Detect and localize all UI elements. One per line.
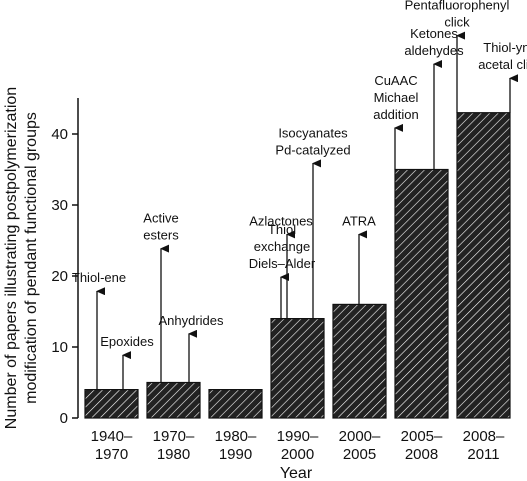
x-tick-label-line-1: 1980–	[215, 428, 257, 445]
x-tick-label-line-2: 1980	[157, 446, 190, 463]
bar-20052008	[394, 168, 449, 419]
annotation-label: Azlactones	[249, 213, 313, 228]
annotation-label: Active	[143, 211, 178, 226]
annotation-label: Thiol	[268, 222, 296, 237]
y-tick-label: 10	[51, 339, 68, 356]
annotation-label: Thiol-yne	[483, 40, 527, 55]
bar-19902000	[270, 318, 325, 419]
bar-20002005	[332, 303, 387, 419]
y-axis-label-line-1: Number of papers illustrating postpolyme…	[3, 87, 20, 429]
annotation-label: Epoxides	[100, 334, 154, 349]
x-axis-label: Year	[280, 465, 313, 481]
annotation-label: esters	[143, 228, 179, 243]
y-tick-label: 30	[51, 197, 68, 214]
annotation-label: Isocyanates	[278, 125, 348, 140]
x-tick-label-line-2: 2008	[405, 446, 438, 463]
bar-group	[84, 112, 511, 419]
x-tick-label-line-2: 2005	[343, 446, 376, 463]
x-tick-label-line-2: 1970	[95, 446, 128, 463]
x-tick-label-line-2: 2011	[467, 446, 499, 463]
annotation-label: Anhydrides	[158, 313, 224, 328]
bar-19801990	[208, 389, 263, 419]
x-tick-label-line-1: 2000–	[339, 428, 381, 445]
annotation-label: acetal click	[478, 57, 527, 72]
y-axis-label-line-2: modification of pendant functional group…	[23, 112, 40, 404]
annotation-label: CuAAC	[374, 73, 417, 88]
annotation-label: Ketones	[410, 26, 458, 41]
y-tick-label: 0	[60, 410, 68, 427]
y-tick-label: 40	[51, 126, 68, 143]
annotation-label: Thiol-ene	[72, 270, 126, 285]
x-tick-label-line-1: 2008–	[463, 428, 505, 445]
bar-20082011	[456, 112, 511, 419]
annotation-label: click	[444, 15, 470, 30]
y-tick-label: 20	[51, 268, 68, 285]
annotation-label: aldehydes	[404, 43, 464, 58]
x-tick-label-line-2: 2000	[281, 446, 314, 463]
x-tick-label-line-1: 1940–	[91, 428, 133, 445]
bar-19701980	[146, 381, 201, 419]
y-tick-group: 0 10 20 30 40	[51, 126, 78, 427]
annotation-label: ATRA	[342, 213, 376, 228]
annotation-label: Pentafluorophenyl	[405, 0, 510, 13]
annotation-label: Diels–Alder	[249, 256, 316, 271]
x-tick-label-line-2: 1990	[219, 446, 252, 463]
annotation-label: Michael	[374, 90, 419, 105]
x-tick-label-line-1: 1970–	[153, 428, 195, 445]
x-tick-label-group: 1940–1970 1970–1980 1980–1990 1990–2000 2000…	[91, 428, 505, 463]
annotation-label: exchange	[254, 239, 310, 254]
annotation-label: Pd-catalyzed	[275, 142, 350, 157]
annotation-label: addition	[373, 107, 419, 122]
x-tick-label-line-1: 2005–	[401, 428, 443, 445]
annotation-group: Thiol-ene Epoxides Active esters Anhydrides A…	[72, 0, 527, 390]
y-axis: 0 10 20 30 40	[51, 98, 79, 427]
x-tick-label-line-1: 1990–	[277, 428, 319, 445]
bar-19401970	[84, 389, 139, 419]
